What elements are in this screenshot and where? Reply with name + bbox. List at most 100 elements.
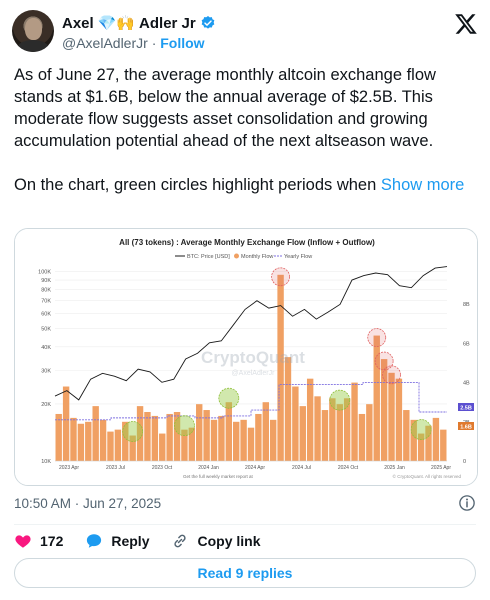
flow-bar bbox=[210, 419, 218, 461]
high-flow-highlight-circle bbox=[367, 328, 387, 347]
watermark-text: CryptoQuant bbox=[201, 348, 305, 367]
tweet-timestamp[interactable]: 10:50 AM · Jun 27, 2025 bbox=[14, 496, 162, 511]
left-tick-label: 20K bbox=[41, 402, 51, 408]
flow-bar bbox=[122, 421, 129, 461]
yearly-value-tag bbox=[458, 403, 474, 411]
flow-bar bbox=[277, 274, 284, 461]
flow-bar bbox=[440, 429, 447, 461]
divider bbox=[14, 524, 476, 525]
left-tick-label: 50K bbox=[41, 326, 51, 332]
x-tick-label: 2024 Jul bbox=[292, 465, 311, 471]
flow-bar bbox=[173, 412, 181, 461]
author-name-row[interactable]: Axel 💎🙌 Adler Jr bbox=[62, 14, 216, 32]
flow-bar bbox=[366, 404, 373, 461]
tweet-header: Axel 💎🙌 Adler Jr @AxelAdlerJr · Follow bbox=[12, 8, 478, 56]
low-flow-highlight-circle bbox=[122, 421, 144, 442]
flow-bar bbox=[159, 433, 166, 461]
chart-footer-left: Get the full weekly market report at bbox=[183, 474, 254, 479]
right-tick-label: 4B bbox=[463, 381, 470, 387]
left-tick-label: 40K bbox=[41, 345, 51, 351]
read-replies-button[interactable]: Read 9 replies bbox=[14, 558, 476, 588]
left-tick-label: 10K bbox=[41, 459, 51, 465]
flow-bar bbox=[85, 421, 92, 461]
tweet-text: As of June 27, the average monthly altco… bbox=[14, 64, 478, 196]
flow-bar bbox=[255, 413, 262, 461]
media-image[interactable]: All (73 tokens) : Average Monthly Exchan… bbox=[14, 228, 478, 486]
tweet-paragraph-1: As of June 27, the average monthly altco… bbox=[14, 66, 436, 150]
separator: · bbox=[151, 35, 157, 51]
x-tick-label: 2024 Apr bbox=[245, 465, 265, 471]
monthly-value-tag bbox=[458, 422, 474, 430]
flow-bar bbox=[247, 427, 255, 461]
copy-link-label: Copy link bbox=[197, 533, 261, 549]
yearly-flow-line bbox=[55, 382, 447, 421]
author-handle-row: @AxelAdlerJr · Follow bbox=[62, 35, 205, 51]
heart-icon bbox=[15, 535, 31, 548]
flow-bar bbox=[99, 419, 107, 461]
x-logo-icon[interactable] bbox=[454, 12, 478, 36]
flow-bar bbox=[329, 398, 336, 461]
high-flow-highlight-circle bbox=[382, 365, 401, 385]
high-flow-highlight-circle bbox=[271, 267, 290, 287]
flow-bar bbox=[114, 429, 122, 461]
x-tick-label: 2025 Apr bbox=[431, 465, 451, 471]
action-bar: 172 Reply Copy link bbox=[14, 530, 283, 552]
left-tick-label: 90K bbox=[41, 278, 51, 284]
show-more-link[interactable]: Show more bbox=[380, 176, 465, 194]
legend-yearly: Yearly Flow bbox=[284, 254, 312, 260]
x-tick-label: 2024 Oct bbox=[338, 465, 359, 471]
author-display-name[interactable]: Axel bbox=[62, 14, 94, 32]
avatar[interactable] bbox=[12, 10, 54, 52]
flow-bar bbox=[129, 435, 136, 461]
flow-bar bbox=[306, 378, 314, 461]
low-flow-highlight-circle bbox=[174, 415, 195, 437]
author-handle[interactable]: @AxelAdlerJr bbox=[62, 35, 148, 51]
chart-legend: BTC: Price [USD] Monthly Flow Yearly Flo… bbox=[175, 253, 312, 260]
x-tick-label: 2025 Jan bbox=[384, 465, 405, 471]
flow-bar bbox=[425, 425, 432, 461]
x-tick-label: 2024 Jan bbox=[198, 465, 219, 471]
link-icon bbox=[174, 534, 187, 548]
flow-bar bbox=[233, 421, 240, 461]
flow-bar bbox=[181, 429, 188, 461]
flow-bar bbox=[218, 415, 225, 461]
flow-bar bbox=[373, 335, 380, 461]
info-icon[interactable] bbox=[458, 494, 476, 512]
flow-bar bbox=[151, 415, 159, 461]
like-button[interactable]: 172 bbox=[14, 532, 63, 550]
flow-bar bbox=[343, 398, 351, 461]
left-tick-label: 30K bbox=[41, 369, 51, 375]
flow-bar bbox=[144, 412, 151, 461]
value-labels: 2.5B 1.6B bbox=[458, 403, 474, 431]
reply-button[interactable]: Reply bbox=[85, 532, 149, 550]
reply-label: Reply bbox=[111, 533, 150, 549]
flow-bar bbox=[262, 402, 269, 461]
flow-bar bbox=[432, 417, 440, 461]
flow-bar bbox=[358, 413, 366, 461]
author-suffix-name[interactable]: Adler Jr bbox=[139, 14, 196, 32]
flow-bar bbox=[55, 413, 62, 461]
left-tick-label: 80K bbox=[41, 288, 51, 294]
flow-bar bbox=[77, 423, 85, 461]
right-tick-label: 6B bbox=[463, 341, 470, 347]
author-emoji: 💎🙌 bbox=[97, 15, 136, 32]
watermark-sub: @AxelAdlerJr bbox=[232, 370, 276, 377]
flow-bar bbox=[299, 406, 306, 461]
flow-bar bbox=[196, 404, 203, 461]
flow-bar bbox=[284, 357, 292, 461]
left-tick-label: 100K bbox=[38, 269, 51, 275]
flow-bar bbox=[92, 406, 99, 461]
high-flow-highlight-circle bbox=[374, 351, 394, 371]
chart-footer-right: © CryptoQuant. All rights reserved bbox=[393, 473, 462, 479]
right-tick-label: 0 bbox=[463, 459, 466, 465]
flow-bar bbox=[321, 410, 329, 461]
flow-bar bbox=[292, 386, 299, 461]
yearly-value-label: 2.5B bbox=[460, 406, 472, 412]
chart-title: All (73 tokens) : Average Monthly Exchan… bbox=[119, 238, 375, 247]
legend-btc: BTC: Price [USD] bbox=[187, 254, 230, 260]
copy-link-button[interactable]: Copy link bbox=[171, 532, 261, 550]
follow-button[interactable]: Follow bbox=[160, 35, 205, 51]
flow-bar bbox=[336, 404, 343, 461]
x-tick-label: 2023 Jul bbox=[106, 465, 125, 471]
flow-bar bbox=[70, 417, 77, 461]
